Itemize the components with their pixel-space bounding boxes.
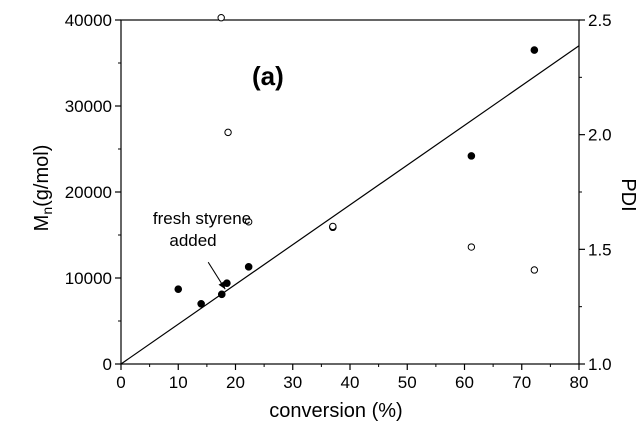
y-tick-label: 30000 xyxy=(65,97,112,116)
y-tick-label: 0 xyxy=(103,355,112,374)
y-axis-title-units: (g/mol) xyxy=(31,145,53,207)
x-tick-label: 60 xyxy=(455,373,474,392)
panel-label: (a) xyxy=(252,61,284,91)
annotation-line-2: added xyxy=(169,231,216,250)
x-axis-ticks: 0 10 20 30 40 50 60 70 80 xyxy=(116,364,588,392)
mn-data-point xyxy=(467,152,476,160)
x-tick-label: 0 xyxy=(116,373,125,392)
mn-data-point xyxy=(530,46,539,54)
x-tick-label: 10 xyxy=(169,373,188,392)
y-tick-label: 20000 xyxy=(65,183,112,202)
pdi-data-point xyxy=(467,243,476,251)
pdi-data-point xyxy=(244,218,253,226)
y2-tick-label: 2.0 xyxy=(588,126,612,145)
x-tick-label: 20 xyxy=(226,373,245,392)
mn-data-point xyxy=(244,263,253,271)
y2-tick-label: 1.5 xyxy=(588,240,612,259)
data-markers xyxy=(174,14,539,308)
x-tick-label: 50 xyxy=(398,373,417,392)
x-tick-label: 40 xyxy=(341,373,360,392)
annotation-arrow xyxy=(207,261,226,290)
mn-data-point xyxy=(197,299,205,308)
y2-tick-label: 1.0 xyxy=(588,355,612,374)
pdi-data-point xyxy=(530,266,539,274)
mn-data-point xyxy=(174,285,183,293)
x-axis-title: conversion (%) xyxy=(269,400,402,422)
y2-axis-title: PDI xyxy=(617,178,639,211)
y-axis-title-symbol: M xyxy=(31,215,53,232)
pdi-data-point xyxy=(217,14,225,22)
plot-border xyxy=(120,19,580,365)
x-tick-label: 80 xyxy=(570,373,589,392)
y-tick-label: 10000 xyxy=(65,269,112,288)
y-axis-ticks: 0 10000 20000 30000 40000 xyxy=(65,11,121,374)
x-tick-label: 70 xyxy=(512,373,531,392)
y2-axis-ticks: 1.0 1.5 2.0 2.5 xyxy=(579,11,612,374)
annotation-line-1: fresh styrene xyxy=(153,209,251,228)
mn-data-point xyxy=(217,290,226,299)
fit-line-layer xyxy=(120,45,580,365)
plot-frame xyxy=(120,19,580,365)
pdi-data-point xyxy=(224,128,232,137)
y2-tick-label: 2.5 xyxy=(588,11,612,30)
y-axis-title-subscript: n xyxy=(39,207,55,215)
y-tick-label: 40000 xyxy=(65,11,112,30)
annotation-arrow-head xyxy=(218,281,226,290)
y-axis-title: Mn(g/mol) xyxy=(31,145,55,232)
linear-fit-line xyxy=(120,45,580,365)
pdi-data-point xyxy=(329,222,337,231)
x-tick-label: 30 xyxy=(283,373,302,392)
